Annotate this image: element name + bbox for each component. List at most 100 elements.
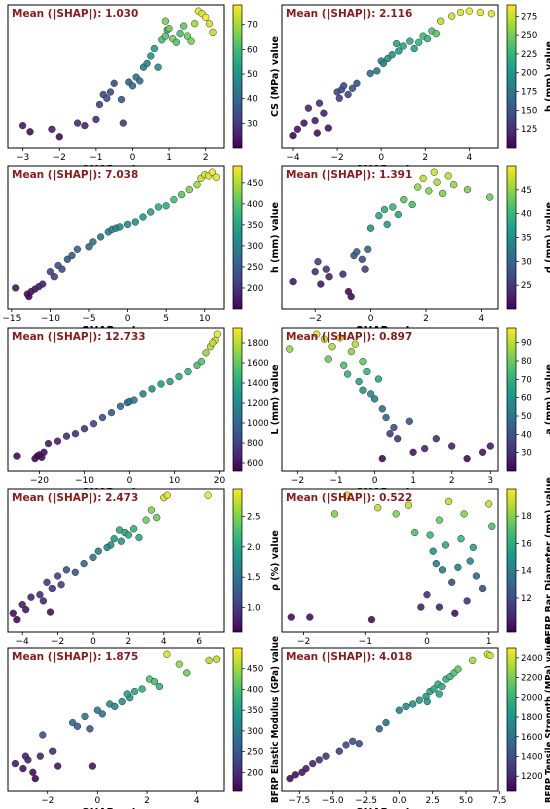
- mean-shap-annotation: Mean (|SHAP|): 4.018: [286, 651, 412, 663]
- mean-shap-annotation: Mean (|SHAP|): 7.038: [12, 169, 138, 181]
- data-point: [46, 608, 55, 616]
- data-point: [208, 168, 217, 176]
- data-point: [347, 292, 355, 301]
- data-point: [423, 697, 431, 706]
- data-point: [302, 764, 310, 773]
- colorbar-tick-label: 450: [247, 665, 263, 675]
- colorbar-label: BFRP Tensile Strength (MPa) value: [544, 636, 550, 803]
- colorbar-tick-label: 70: [247, 21, 258, 31]
- x-tick-label: −5: [82, 314, 95, 324]
- data-point: [355, 377, 363, 386]
- x-tick-label: 2: [126, 637, 132, 647]
- data-point: [315, 756, 323, 764]
- panel-2: −4−2024SHAP valueMean (|SHAP|): 2.116125…: [281, 4, 550, 176]
- data-point: [488, 522, 496, 530]
- x-tick-label: −2: [309, 314, 322, 324]
- x-axis-label: SHAP value: [356, 807, 424, 809]
- data-point: [94, 547, 102, 555]
- data-point: [487, 10, 496, 18]
- data-point: [130, 525, 138, 533]
- data-point: [349, 737, 357, 745]
- data-point: [289, 277, 297, 286]
- data-point: [353, 248, 361, 256]
- colorbar-tick-label: 200: [247, 768, 263, 778]
- data-point: [103, 94, 111, 102]
- colorbar-tick-label: 450: [247, 179, 263, 189]
- data-point: [36, 752, 44, 760]
- data-point: [309, 759, 317, 768]
- colorbar-tick-label: 800: [247, 439, 263, 449]
- data-point: [107, 408, 116, 417]
- x-tick-label: 0: [90, 637, 96, 647]
- data-point: [364, 245, 372, 253]
- x-tick-label: 6: [196, 637, 202, 647]
- data-point: [142, 516, 150, 524]
- data-point: [57, 581, 65, 589]
- x-tick-label: 0.0: [392, 796, 407, 806]
- data-point: [193, 181, 201, 189]
- x-tick-label: −4: [286, 153, 300, 163]
- data-point: [11, 759, 20, 768]
- colorbar-label: CS (MPa) value: [270, 36, 281, 117]
- data-point: [176, 29, 184, 38]
- colorbar-tick-label: 40: [247, 95, 258, 105]
- colorbar-tick-label: 45: [521, 186, 532, 196]
- x-tick-label: 2: [144, 796, 150, 806]
- data-point: [286, 774, 294, 783]
- panel-8: −2−101SHAP valueMean (|SHAP|): 0.5221214…: [281, 477, 550, 660]
- data-point: [324, 355, 332, 363]
- colorbar: [506, 647, 517, 792]
- x-tick-label: 0: [95, 796, 101, 806]
- data-point: [184, 367, 192, 376]
- data-point: [394, 210, 402, 219]
- data-point: [111, 702, 119, 711]
- data-point: [110, 79, 118, 87]
- data-point: [162, 202, 170, 210]
- data-point: [400, 195, 408, 204]
- data-point: [465, 7, 473, 15]
- data-point: [448, 12, 456, 20]
- data-point: [389, 203, 397, 211]
- colorbar-label: d (mm) value: [544, 202, 550, 273]
- data-point: [311, 268, 319, 276]
- colorbar-tick-label: 225: [521, 50, 537, 60]
- data-point: [444, 497, 453, 506]
- colorbar: [506, 327, 517, 472]
- x-tick-label: 2.5: [426, 796, 440, 806]
- colorbar-tick-label: 400: [247, 685, 263, 695]
- x-tick-label: −1: [329, 476, 342, 486]
- colorbar-tick-label: 350: [247, 221, 263, 231]
- data-point: [392, 510, 400, 518]
- panel-9: −2 0 2 4 SHAP value Mean (|SHAP|): 1.875 200 25…: [7, 636, 281, 809]
- data-point: [29, 768, 37, 776]
- data-point: [366, 224, 375, 232]
- data-point: [135, 533, 143, 542]
- data-point: [22, 605, 30, 614]
- data-point: [430, 685, 438, 693]
- colorbar-label: h (mm) value: [270, 202, 281, 273]
- data-point: [183, 669, 191, 677]
- data-point: [293, 125, 302, 133]
- colorbar-tick-label: 80: [521, 357, 532, 367]
- plot-frame: [7, 4, 225, 149]
- data-point: [320, 109, 328, 117]
- data-point: [13, 615, 21, 624]
- data-point: [62, 432, 71, 440]
- mean-shap-annotation: Mean (|SHAP|): 12.733: [12, 331, 146, 343]
- data-point: [185, 185, 193, 194]
- data-point: [93, 706, 102, 714]
- data-point: [392, 39, 401, 48]
- data-point: [88, 762, 97, 770]
- x-tick-label: 0: [378, 153, 384, 163]
- data-point: [40, 448, 48, 456]
- data-point: [44, 439, 53, 448]
- x-tick-label: −2: [291, 476, 304, 486]
- data-point: [96, 233, 105, 241]
- data-point: [469, 543, 477, 552]
- data-point: [26, 128, 34, 136]
- data-point: [73, 722, 82, 730]
- data-point: [21, 752, 30, 760]
- data-point: [209, 28, 217, 37]
- colorbar-tick-label: 2400: [521, 654, 543, 664]
- data-point: [175, 372, 183, 381]
